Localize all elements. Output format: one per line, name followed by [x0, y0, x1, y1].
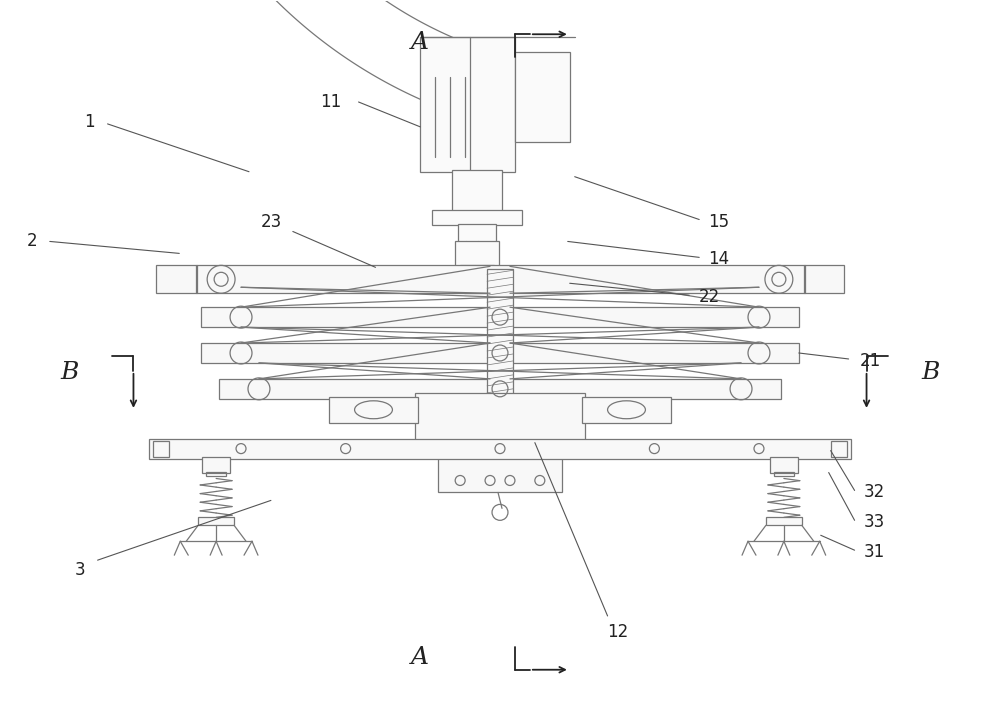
Bar	[219, 379, 781, 399]
Bar	[438, 441, 562, 492]
Bar	[455, 241, 499, 266]
Bar	[432, 210, 522, 226]
Text: A: A	[411, 646, 429, 669]
Text: B: B	[921, 362, 939, 384]
Text: 2: 2	[27, 233, 37, 250]
Text: 14: 14	[709, 250, 730, 268]
Bar	[201, 343, 799, 363]
Text: 23: 23	[260, 212, 282, 231]
Bar	[156, 266, 844, 293]
Bar	[464, 278, 490, 293]
Bar	[770, 456, 798, 472]
Bar	[206, 472, 226, 477]
Bar	[515, 52, 570, 142]
Text: 31: 31	[864, 543, 885, 562]
Bar	[415, 393, 585, 442]
Text: 12: 12	[607, 623, 628, 641]
Bar	[487, 269, 513, 399]
Text: A: A	[411, 31, 429, 54]
Text: 3: 3	[74, 561, 85, 579]
Bar	[766, 517, 802, 525]
Text: 32: 32	[864, 484, 885, 501]
Bar	[202, 456, 230, 472]
Bar	[420, 37, 515, 172]
Bar	[198, 517, 234, 525]
Text: B: B	[61, 362, 79, 384]
Text: 21: 21	[860, 352, 881, 370]
Bar	[153, 441, 169, 456]
Bar	[831, 441, 847, 456]
Text: 1: 1	[84, 113, 95, 131]
Bar	[149, 439, 851, 458]
Bar	[582, 397, 671, 423]
Text: 33: 33	[864, 513, 885, 531]
Text: 11: 11	[320, 93, 341, 111]
Bar	[452, 170, 502, 212]
Text: 22: 22	[699, 288, 720, 306]
Bar	[458, 224, 496, 243]
Bar	[201, 307, 799, 327]
Text: 15: 15	[709, 212, 730, 231]
Bar	[460, 266, 494, 279]
Bar	[329, 397, 418, 423]
Bar	[774, 472, 794, 477]
